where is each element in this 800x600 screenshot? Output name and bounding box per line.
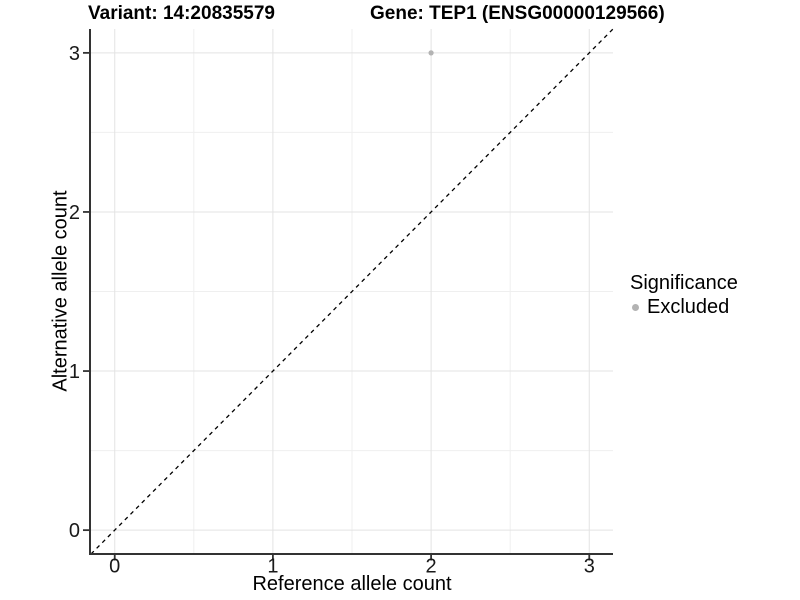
y-tick-label: 1	[69, 361, 80, 383]
plot-title-gene: Gene: TEP1 (ENSG00000129566)	[370, 3, 665, 24]
excluded-point-icon	[632, 303, 639, 311]
x-tick-label: 2	[426, 556, 437, 578]
y-tick-label: 2	[69, 202, 80, 224]
y-tick-label: 3	[69, 43, 80, 65]
y-axis-title: Alternative allele count	[49, 190, 72, 392]
legend-item-label: Excluded	[647, 296, 730, 318]
x-tick-label: 0	[109, 556, 120, 578]
plot-title-variant: Variant: 14:20835579	[88, 3, 275, 24]
identity-reference-line	[90, 28, 614, 555]
x-axis-title: Reference allele count	[252, 573, 452, 595]
x-tick-label: 1	[267, 556, 278, 578]
legend: Significance Excluded	[630, 271, 738, 319]
legend-title: Significance	[630, 272, 738, 294]
data-point	[428, 50, 434, 56]
legend-item-excluded: Excluded	[630, 295, 738, 319]
y-tick-label: 0	[69, 520, 80, 542]
x-tick-label: 3	[584, 556, 595, 578]
